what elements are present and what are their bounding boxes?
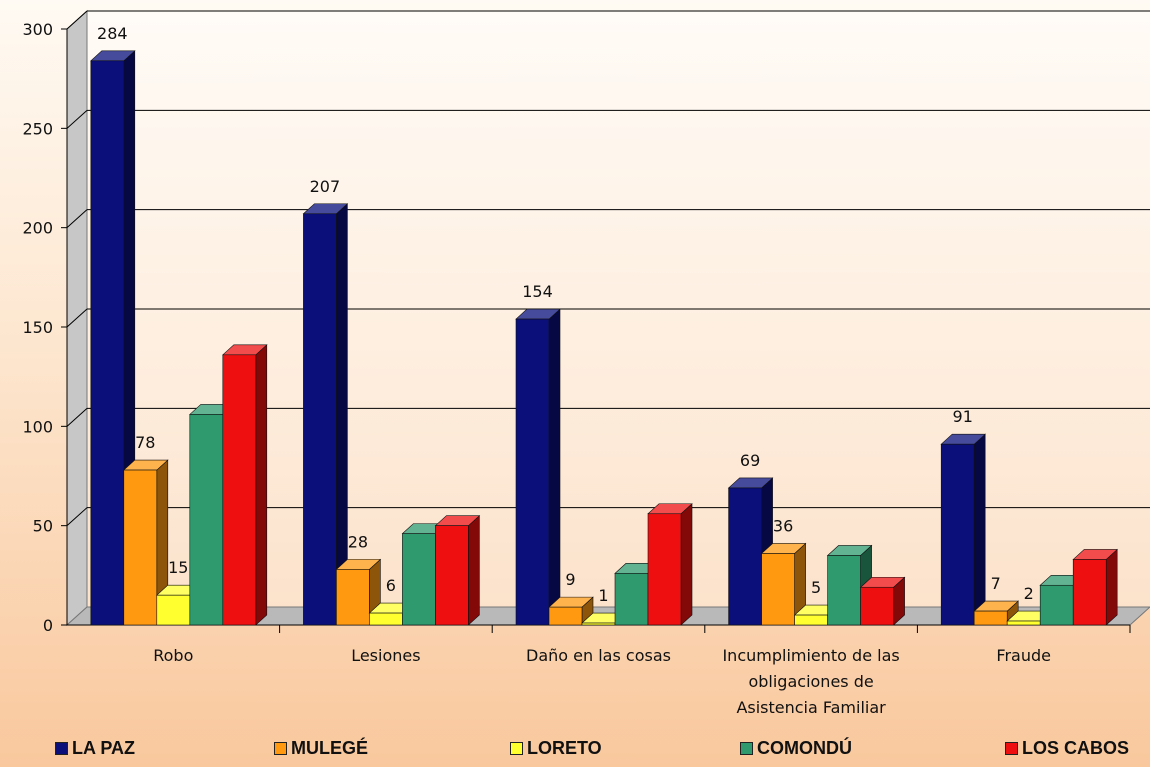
y-tick-label-100: 100 xyxy=(22,417,53,436)
legend-label: COMONDÚ xyxy=(757,738,852,758)
gridline-side-300 xyxy=(66,10,88,30)
gridline-side-100 xyxy=(66,407,88,427)
category-label: Daño en las cosas xyxy=(526,646,671,665)
data-label: 91 xyxy=(953,407,973,426)
legend-item: MULEGÉ xyxy=(274,738,368,759)
data-label: 69 xyxy=(740,451,760,470)
data-label: 78 xyxy=(135,433,155,452)
gridline-side-50 xyxy=(66,507,88,527)
bar-la-paz xyxy=(940,433,986,626)
y-tick-label-150: 150 xyxy=(22,318,53,337)
y-tick-label-0: 0 xyxy=(43,616,53,635)
legend-item: LOS CABOS xyxy=(1005,738,1129,759)
category-label: obligaciones de xyxy=(748,672,873,691)
legend: LA PAZ MULEGÉ LORETO COMONDÚ LOS CABOS xyxy=(0,738,1150,766)
gridline-side-200 xyxy=(66,209,88,229)
data-label: 154 xyxy=(522,282,553,301)
bar-los-cabos xyxy=(1072,548,1118,626)
bar-mulegé xyxy=(760,542,807,626)
category-label: Lesiones xyxy=(351,646,420,665)
bar-los-cabos xyxy=(434,514,481,626)
bar-los-cabos xyxy=(859,576,906,626)
legend-swatch xyxy=(274,742,287,755)
bar-los-cabos xyxy=(222,344,268,626)
legend-swatch xyxy=(1005,742,1018,755)
bar-mulegé xyxy=(123,459,169,626)
bar-la-paz xyxy=(515,308,561,626)
bar-mulegé xyxy=(548,596,594,626)
legend-swatch xyxy=(510,742,523,755)
y-tick-label-50: 50 xyxy=(33,517,53,536)
data-label: 2 xyxy=(1024,584,1034,603)
y-tick-label-200: 200 xyxy=(22,219,53,238)
legend-label: MULEGÉ xyxy=(291,738,369,758)
gridline-side-250 xyxy=(66,109,88,129)
bar-la-paz xyxy=(302,203,349,626)
data-label: 5 xyxy=(811,578,821,597)
data-label: 9 xyxy=(565,570,575,589)
legend-label: LOS CABOS xyxy=(1022,738,1130,758)
legend-item: LORETO xyxy=(510,738,602,759)
legend-item: COMONDÚ xyxy=(740,738,852,759)
bar-chart: 050100150200250300Robo2847815Lesiones207… xyxy=(22,9,1150,717)
legend-label: LA PAZ xyxy=(72,738,135,758)
y-tick-label-250: 250 xyxy=(22,119,53,138)
data-label: 207 xyxy=(310,177,341,196)
legend-swatch xyxy=(740,742,753,755)
gridline-side-150 xyxy=(66,308,88,328)
category-label: Robo xyxy=(153,646,193,665)
data-label: 15 xyxy=(168,558,188,577)
legend-swatch xyxy=(55,742,68,755)
data-label: 6 xyxy=(386,576,396,595)
data-label: 28 xyxy=(348,532,368,551)
bar-mulegé xyxy=(973,600,1019,626)
bar-los-cabos xyxy=(647,503,693,626)
data-label: 36 xyxy=(773,516,793,535)
category-label: Fraude xyxy=(996,646,1051,665)
data-label: 7 xyxy=(991,574,1001,593)
data-label: 1 xyxy=(598,586,608,605)
data-label: 284 xyxy=(97,24,128,43)
legend-label: LORETO xyxy=(527,738,602,758)
category-label: Asistencia Familiar xyxy=(736,698,886,717)
legend-item: LA PAZ xyxy=(55,738,135,759)
category-label: Incumplimiento de las xyxy=(722,646,899,665)
y-tick-label-300: 300 xyxy=(22,20,53,39)
